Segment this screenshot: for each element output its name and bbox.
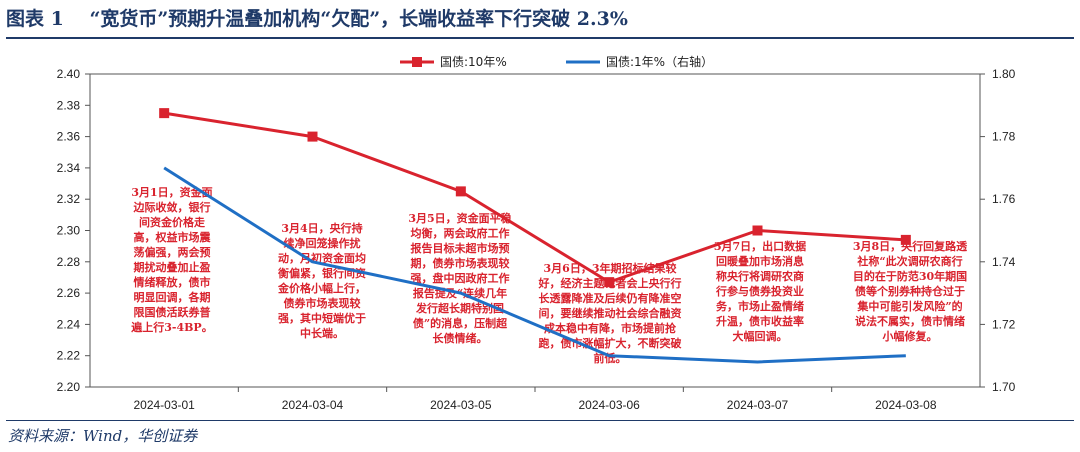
- annotation-line: 长债情绪。: [433, 331, 488, 345]
- annotation-line: 中长端。: [300, 326, 344, 340]
- annotation-line: 3月4日，央行持: [281, 221, 362, 235]
- annotation-line: 强，其中短端优于: [278, 311, 366, 325]
- annotation-2024-03-01: 3月1日，资金面边际收敛，银行间资金价格走高，权益市场震荡偏强，两会预期扰动叠加…: [130, 185, 212, 334]
- annotation-line: 小幅修复。: [882, 329, 938, 343]
- data-point-10y: [604, 277, 615, 288]
- annotation-line: 务，市场止盈情绪: [716, 299, 804, 313]
- annotation-line: 债等个别券种持仓过于: [855, 284, 965, 298]
- annotation-line: 债”的消息，压制超: [413, 316, 508, 330]
- annotation-line: 发行超长期特别国: [415, 301, 504, 315]
- y-right-tick-label: 1.74: [992, 255, 1016, 269]
- series-line-1y: [163, 166, 906, 364]
- annotation-line: 回暖叠加市场消息: [716, 254, 804, 268]
- annotation-line: 金价格小幅上行，: [277, 281, 366, 295]
- x-tick-label: 2024-03-08: [875, 398, 937, 412]
- plot-frame: [89, 73, 981, 388]
- annotation-line: 升温，债市收益率: [716, 314, 804, 328]
- legend-label: 国债:10年%: [440, 55, 507, 69]
- legend-label: 国债:1年%（右轴）: [606, 54, 713, 69]
- annotation-line: 行参与债券投资业: [715, 284, 804, 298]
- series-layer: [159, 108, 911, 364]
- series-line-10y: [163, 111, 906, 284]
- annotation-line: 3月5日，资金面平稳: [408, 211, 511, 225]
- y-right-tick-label: 1.70: [992, 380, 1016, 394]
- annotation-line: 遍上行3-4BP。: [130, 320, 212, 334]
- y-left-tick-label: 2.32: [57, 192, 81, 206]
- annotation-line: 高，权益市场震: [134, 230, 212, 244]
- title-divider: [6, 37, 1074, 39]
- annotation-line: 3月7日，出口数据: [714, 239, 806, 253]
- y-left-tick-label: 2.22: [57, 349, 81, 363]
- annotation-line: 限国债活跃券普: [134, 305, 211, 319]
- figure-title: 图表 1 “宽货币”预期升温叠加机构“欠配”，长端收益率下行突破 2.3%: [6, 8, 628, 30]
- annotation-line: 说法不属实，债市情绪: [855, 314, 965, 328]
- x-tick-label: 2024-03-06: [578, 398, 640, 412]
- annotation-line: 社称“此次调研农商行: [856, 254, 962, 268]
- annotation-2024-03-04: 3月4日，央行持续净回笼操作扰动，月初资金面均衡偏紧，银行间资金价格小幅上行，债…: [277, 221, 366, 340]
- annotation-line: 3月6日，3年期招标结果较: [544, 261, 677, 275]
- source-note: 资料来源：Wind，华创证券: [8, 427, 198, 445]
- annotation-line: 衡偏紧，银行间资: [278, 266, 366, 280]
- annotation-line: 强，盘中因政府工作: [411, 271, 510, 285]
- annotation-line: 间资金价格走: [139, 215, 205, 229]
- y-right-tick-label: 1.78: [992, 130, 1016, 144]
- y-left-tick-label: 2.26: [57, 286, 81, 300]
- line-chart: 2.20 2.22 2.24 2.26 2.28 2.30 2.32 2.34 2.36 2.38…: [57, 54, 1016, 412]
- source-divider: [6, 420, 1074, 421]
- y-left-tick-label: 2.38: [57, 98, 81, 112]
- annotation-line: 期扰动叠加止盈: [134, 260, 211, 274]
- axes: 2.20 2.22 2.24 2.26 2.28 2.30 2.32 2.34 2.36 2.38…: [57, 67, 1016, 412]
- annotation-line: 跑，债市涨幅扩大，不断突破: [539, 336, 682, 350]
- annotation-2024-03-08: 3月8日，央行回复路透社称“此次调研农商行目的在于防范30年期国债等个别券种持仓…: [853, 239, 968, 343]
- annotation-line: 成本稳中有降，市场提前抢: [544, 321, 677, 335]
- annotation-2024-03-05: 3月5日，资金面平稳均衡，两会政府工作报告目标未超市场预期，债券市场表现较强，盘…: [408, 211, 511, 345]
- x-tick-label: 2024-03-04: [282, 398, 344, 412]
- annotation-line: 目的在于防范30年期国: [853, 269, 967, 283]
- y-left-tick-label: 2.28: [57, 255, 81, 269]
- data-point-10y: [455, 186, 466, 197]
- annotation-line: 边际收敛，银行: [133, 200, 211, 214]
- annotation-line: 3月1日，资金面: [131, 185, 212, 199]
- y-left-tick-label: 2.20: [57, 380, 81, 394]
- annotation-line: 荡偏强，两会预: [134, 245, 211, 259]
- y-left-tick-label: 2.30: [57, 224, 81, 238]
- y-left-tick-label: 2.36: [57, 130, 81, 144]
- annotation-line: 集中可能引发风险”的: [856, 299, 962, 313]
- data-point-10y: [900, 234, 911, 245]
- y-left-tick-label: 2.24: [57, 317, 81, 331]
- y-left-tick-label: 2.40: [57, 67, 81, 81]
- annotation-line: 间，要继续推动社会综合融资: [539, 306, 682, 320]
- y-right-tick-label: 1.72: [992, 317, 1016, 331]
- y-right-tick-label: 1.80: [992, 67, 1016, 81]
- y-left-tick-label: 2.34: [57, 161, 81, 175]
- annotation-line: 大幅回调。: [733, 329, 788, 343]
- data-point-10y: [307, 131, 318, 142]
- y-right-tick-label: 1.76: [992, 192, 1016, 206]
- annotation-line: 称央行将调研农商: [716, 269, 804, 283]
- annotation-line: 长透露降准及后续仍有降准空: [539, 291, 682, 305]
- annotation-line: 期，债券市场表现较: [411, 256, 510, 270]
- x-tick-label: 2024-03-05: [430, 398, 492, 412]
- legend-swatch-marker: [412, 57, 422, 67]
- x-tick-label: 2024-03-07: [727, 398, 789, 412]
- annotation-line: 前低。: [594, 351, 627, 365]
- annotations: 3月1日，资金面边际收敛，银行间资金价格走高，权益市场震荡偏强，两会预期扰动叠加…: [130, 185, 968, 365]
- annotation-line: 情绪释放，债市: [134, 275, 211, 289]
- x-tick-label: 2024-03-01: [133, 398, 195, 412]
- annotation-line: 3月8日，央行回复路透: [853, 239, 968, 253]
- annotation-line: 续净回笼操作扰: [284, 236, 361, 250]
- annotation-line: 均衡，两会政府工作: [411, 226, 510, 240]
- legend: 国债:10年% 国债:1年%（右轴）: [400, 54, 713, 69]
- data-point-10y: [159, 108, 170, 119]
- annotation-line: 债券市场表现较: [284, 296, 361, 310]
- data-point-10y: [752, 225, 763, 236]
- annotation-2024-03-07: 3月7日，出口数据回暖叠加市场消息称央行将调研农商行参与债券投资业务，市场止盈情…: [714, 239, 806, 343]
- annotation-line: 明显回调，各期: [134, 290, 211, 304]
- annotation-line: 报告目标未超市场预: [411, 241, 510, 255]
- annotation-2024-03-06: 3月6日，3年期招标结果较好，经济主题记者会上央行行长透露降准及后续仍有降准空间…: [538, 261, 682, 365]
